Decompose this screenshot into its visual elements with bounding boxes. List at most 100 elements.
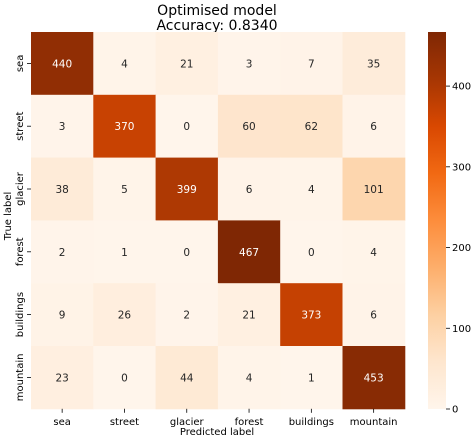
x-tick-label-buildings: buildings xyxy=(289,417,334,428)
cell-value-label: 399 xyxy=(177,184,197,196)
heatmap-cell-forest-sea xyxy=(31,220,94,284)
heatmap-cell-mountain-street xyxy=(93,346,157,410)
cell-value-label: 26 xyxy=(118,310,132,322)
heatmap-cell-buildings-street xyxy=(93,283,157,347)
heatmap-cell-sea-forest xyxy=(217,32,281,96)
heatmap-cell-buildings-mountain xyxy=(342,283,406,347)
cell-value-label: 21 xyxy=(180,58,193,70)
colorbar-tick-label: 300 xyxy=(452,162,471,173)
cell-value-label: 1 xyxy=(121,247,128,259)
y-axis-ticks: sea street glacier forest buildings mountain xyxy=(15,55,31,402)
y-tick-label-street: street xyxy=(15,111,26,140)
heatmap-cell-forest-forest xyxy=(217,220,281,284)
heatmap-cell-mountain-buildings xyxy=(280,346,343,410)
heatmap-cell-buildings-forest xyxy=(217,283,281,347)
colorbar-tick-label: 400 xyxy=(452,82,471,93)
heatmap-cell-street-mountain xyxy=(342,94,406,159)
x-axis-ticks: sea street glacier forest buildings mountain xyxy=(53,408,398,428)
cell-value-label: 0 xyxy=(308,247,315,259)
y-tick-label-buildings: buildings xyxy=(15,292,26,337)
cell-value-label: 440 xyxy=(52,58,72,70)
heatmap-cell-street-sea xyxy=(31,94,94,159)
heatmap-cell-forest-buildings xyxy=(280,220,343,284)
heatmap-cell-buildings-buildings xyxy=(280,283,343,347)
heatmap-cell-glacier-street xyxy=(93,157,157,221)
chart-title: Optimised model xyxy=(157,3,277,19)
cell-value-label: 6 xyxy=(370,310,377,322)
heatmap-cell-street-buildings xyxy=(280,94,343,159)
cell-value-label: 38 xyxy=(55,184,68,196)
heatmap-cell-sea-glacier xyxy=(155,32,219,96)
cell-value-label: 370 xyxy=(114,121,134,133)
heatmap-cell-buildings-glacier xyxy=(155,283,219,347)
cell-value-label: 2 xyxy=(183,310,190,322)
cell-value-label: 0 xyxy=(183,121,190,133)
cell-value-label: 5 xyxy=(121,184,128,196)
x-tick-label-street: street xyxy=(110,417,139,428)
cell-value-label: 4 xyxy=(308,184,315,196)
x-axis-label: Predicted label xyxy=(180,427,254,438)
colorbar-tick-label: 0 xyxy=(452,405,458,416)
heatmap-cell-buildings-sea xyxy=(31,283,94,347)
cell-value-label: 3 xyxy=(59,121,66,133)
cell-value-label: 44 xyxy=(180,372,194,384)
colorbar xyxy=(428,32,446,409)
y-tick-label-forest: forest xyxy=(15,237,26,266)
heatmap-cell-glacier-glacier xyxy=(155,157,219,221)
heatmap-cell-sea-mountain xyxy=(342,32,406,96)
cell-value-label: 60 xyxy=(242,121,255,133)
heatmap-cell-mountain-forest xyxy=(217,346,281,410)
colorbar-tick-label: 100 xyxy=(452,324,471,335)
heatmap-cell-forest-mountain xyxy=(342,220,406,284)
heatmap-cell-glacier-mountain xyxy=(342,157,406,221)
x-tick-label-glacier: glacier xyxy=(170,417,205,428)
x-tick-label-forest: forest xyxy=(235,417,264,428)
colorbar-tick-label: 200 xyxy=(452,243,471,254)
x-tick-label-mountain: mountain xyxy=(350,417,398,428)
heatmap-cell-glacier-sea xyxy=(31,157,94,221)
heatmap-cell-street-street xyxy=(93,94,157,159)
chart-subtitle: Accuracy: 0.8340 xyxy=(156,18,277,34)
heatmap-cell-glacier-buildings xyxy=(280,157,343,221)
heatmap-cell-forest-glacier xyxy=(155,220,219,284)
heatmap-cell-mountain-sea xyxy=(31,346,94,410)
cell-value-label: 373 xyxy=(301,310,321,322)
cell-value-label: 7 xyxy=(308,58,315,70)
x-tick-label-sea: sea xyxy=(53,417,71,428)
cell-value-label: 35 xyxy=(367,58,380,70)
heatmap-cell-sea-sea xyxy=(31,32,94,96)
cell-value-label: 1 xyxy=(308,372,315,384)
cell-value-label: 4 xyxy=(246,372,253,384)
cell-value-label: 6 xyxy=(246,184,253,196)
heatmap-cell-mountain-mountain xyxy=(342,346,406,410)
cell-value-label: 2 xyxy=(59,247,66,259)
cell-value-label: 0 xyxy=(121,372,128,384)
heatmap-cell-street-glacier xyxy=(155,94,219,159)
heatmap-cell-sea-buildings xyxy=(280,32,343,96)
heatmap-cell-mountain-glacier xyxy=(155,346,219,410)
heatmap-cell-street-forest xyxy=(217,94,281,159)
cell-value-label: 6 xyxy=(370,121,377,133)
y-tick-label-glacier: glacier xyxy=(15,171,26,206)
cell-value-label: 9 xyxy=(59,310,66,322)
cell-value-label: 4 xyxy=(370,247,377,259)
cell-value-label: 23 xyxy=(55,372,68,384)
cell-value-label: 3 xyxy=(246,58,253,70)
heatmap-cell-glacier-forest xyxy=(217,157,281,221)
y-tick-label-mountain: mountain xyxy=(15,354,26,402)
cell-value-label: 101 xyxy=(364,184,384,196)
cell-value-label: 0 xyxy=(183,247,190,259)
heatmap-cell-sea-street xyxy=(93,32,157,96)
cell-value-label: 4 xyxy=(121,58,128,70)
cell-value-label: 453 xyxy=(364,372,384,384)
heatmap-cell-forest-street xyxy=(93,220,157,284)
y-tick-label-sea: sea xyxy=(15,55,26,73)
y-axis-label: True label xyxy=(3,192,14,242)
colorbar-ticks: 0 100 200 300 400 xyxy=(446,82,471,416)
cell-value-label: 62 xyxy=(305,121,318,133)
cell-value-label: 21 xyxy=(242,310,255,322)
cell-value-label: 467 xyxy=(239,247,259,259)
